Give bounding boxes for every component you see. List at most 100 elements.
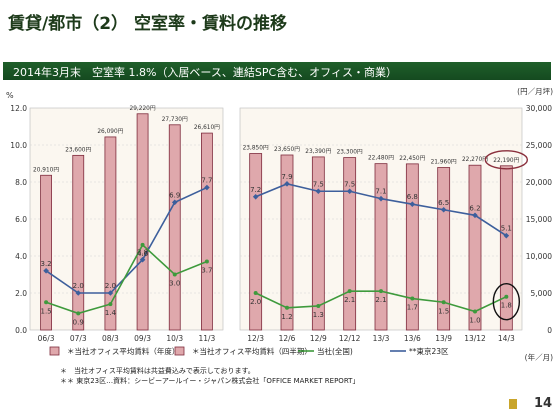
vacancy-company-label: 3.0 (169, 280, 180, 288)
vacancy-company-label: 1.5 (41, 307, 52, 315)
header-bar: 賃貸/都市（2） 空室率・賃料の推移 (0, 0, 560, 42)
right-tick-label: 20,000 (526, 178, 552, 187)
vacancy-tokyo-point (171, 199, 178, 206)
vacancy-tokyo-point (472, 212, 478, 219)
vacancy-tokyo-label: 3.2 (41, 260, 52, 268)
rent-bar (311, 156, 325, 331)
chart-area: % (円／月坪) (年／月) 0.0 2.0 4.0 6.0 8.0 10.0 12.0 0 5,00… (6, 87, 553, 362)
vacancy-tokyo-label: 3.8 (137, 249, 148, 257)
category-label: 12/12 (339, 334, 361, 343)
vacancy-tokyo-label: 2.0 (105, 282, 116, 290)
category-label: 12/3 (247, 334, 264, 343)
vacancy-tokyo-label: 6.2 (469, 204, 480, 212)
vacancy-tokyo-label: 6.5 (438, 199, 449, 207)
rent-bar (168, 124, 181, 331)
vacancy-tokyo-label: 5.1 (501, 225, 512, 233)
category-label: 13/12 (464, 334, 486, 343)
vacancy-tokyo-point (440, 206, 447, 213)
right-tick-label: 0 (547, 326, 552, 335)
rent-bar (136, 113, 149, 331)
rent-value-label: 22,450円 (399, 155, 425, 162)
rent-value-label: 26,610円 (194, 124, 220, 131)
vacancy-company-point (410, 296, 415, 301)
category-label: 08/3 (102, 334, 119, 343)
left-tick-label: 10.0 (10, 141, 27, 150)
left-axis-unit: % (6, 91, 14, 100)
vacancy-tokyo-label: 7.7 (201, 177, 212, 185)
vacancy-tokyo-label: 6.9 (169, 191, 180, 199)
right-tick-label: 25,000 (526, 141, 552, 150)
vacancy-company-label: 2.0 (250, 298, 261, 306)
rent-value-label: 26,090円 (97, 128, 123, 135)
vacancy-company-point (204, 259, 209, 264)
rent-value-label: 22,480円 (368, 155, 394, 162)
vacancy-company-label: 2.1 (375, 296, 386, 304)
vacancy-tokyo-point (284, 181, 290, 187)
subtitle-text: 2014年3月末 空室率 1.8%（入居ベース、連結SPC含む、オフィス・商業） (13, 66, 397, 79)
category-label: 14/3 (498, 334, 515, 343)
legend-label: ＊当社オフィス平均賃料（年度） (67, 346, 179, 356)
legend-bar-swatch (174, 346, 185, 356)
vacancy-company-point (379, 289, 383, 294)
vacancy-tokyo-point (252, 194, 259, 200)
footer-accent (509, 399, 517, 409)
vacancy-tokyo-label: 7.1 (375, 188, 386, 196)
vacancy-company-point (44, 300, 49, 305)
left-tick-label: 6.0 (15, 215, 27, 224)
category-label: 10/3 (166, 334, 183, 343)
vacancy-company-label: 1.0 (469, 317, 480, 325)
category-label: 09/3 (134, 334, 151, 343)
vacancy-company-point (108, 302, 113, 307)
x-axis-unit: (年／月) (525, 352, 553, 362)
vacancy-company-point (140, 242, 145, 247)
vacancy-tokyo-label: 7.5 (313, 180, 324, 188)
rent-bar (104, 136, 117, 331)
rent-value-label: 23,850円 (243, 145, 269, 152)
category-label: 12/9 (310, 334, 327, 343)
rent-value-label: 20,910円 (33, 166, 59, 173)
right-tick-label: 15,000 (526, 215, 552, 224)
vacancy-tokyo-label: 6.8 (407, 193, 418, 201)
vacancy-company-label: 4.6 (137, 250, 149, 258)
vacancy-tokyo-line (45, 186, 208, 294)
vacancy-company-point (172, 272, 177, 277)
category-label: 13/6 (404, 334, 421, 343)
left-tick-label: 0.0 (15, 326, 27, 335)
left-tick-label: 8.0 (15, 178, 27, 187)
left-tick-label: 12.0 (10, 104, 27, 113)
vacancy-tokyo-label: 7.2 (250, 186, 261, 194)
vacancy-company-point (441, 300, 446, 305)
vacancy-tokyo-point (43, 268, 49, 274)
rent-bar (249, 153, 263, 331)
vacancy-company-point (347, 289, 352, 294)
vacancy-company-point (253, 291, 258, 295)
rent-value-label: 22,270円 (462, 156, 488, 163)
vacancy-tokyo-point (107, 290, 114, 296)
left-tick-label: 4.0 (15, 252, 27, 261)
page-number: 14 (534, 396, 553, 411)
rent-bar (374, 163, 388, 331)
rent-value-label: 23,390円 (305, 148, 331, 155)
legend-bar-swatch (49, 346, 60, 356)
legend-label: **東京23区 (409, 346, 449, 356)
category-label: 06/3 (38, 334, 55, 343)
rent-value-label: 29,220円 (130, 105, 156, 112)
vacancy-company-line (45, 243, 208, 315)
vacancy-company-label: 3.7 (201, 267, 212, 275)
footnote-1: ＊ 当社オフィス平均賃料は共益費込みで表示しております。 (60, 367, 255, 375)
vacancy-tokyo-point (503, 232, 510, 239)
highlight-rent-ellipse (484, 150, 529, 170)
rent-value-label: 22,190円 (493, 157, 519, 164)
vacancy-company-label: 1.3 (313, 311, 324, 319)
vacancy-company-label: 1.4 (105, 309, 117, 317)
category-label: 12/6 (279, 334, 296, 343)
right-tick-label: 10,000 (526, 252, 552, 261)
vacancy-company-point (76, 311, 81, 316)
vacancy-company-label: 0.9 (73, 318, 84, 326)
category-label: 07/3 (70, 334, 87, 343)
category-label: 13/9 (435, 334, 452, 343)
highlight-vacancy-ellipse (492, 282, 521, 321)
vacancy-company-point (473, 309, 477, 314)
rent-value-label: 23,300円 (337, 149, 363, 156)
vacancy-tokyo-label: 2.0 (73, 282, 84, 290)
